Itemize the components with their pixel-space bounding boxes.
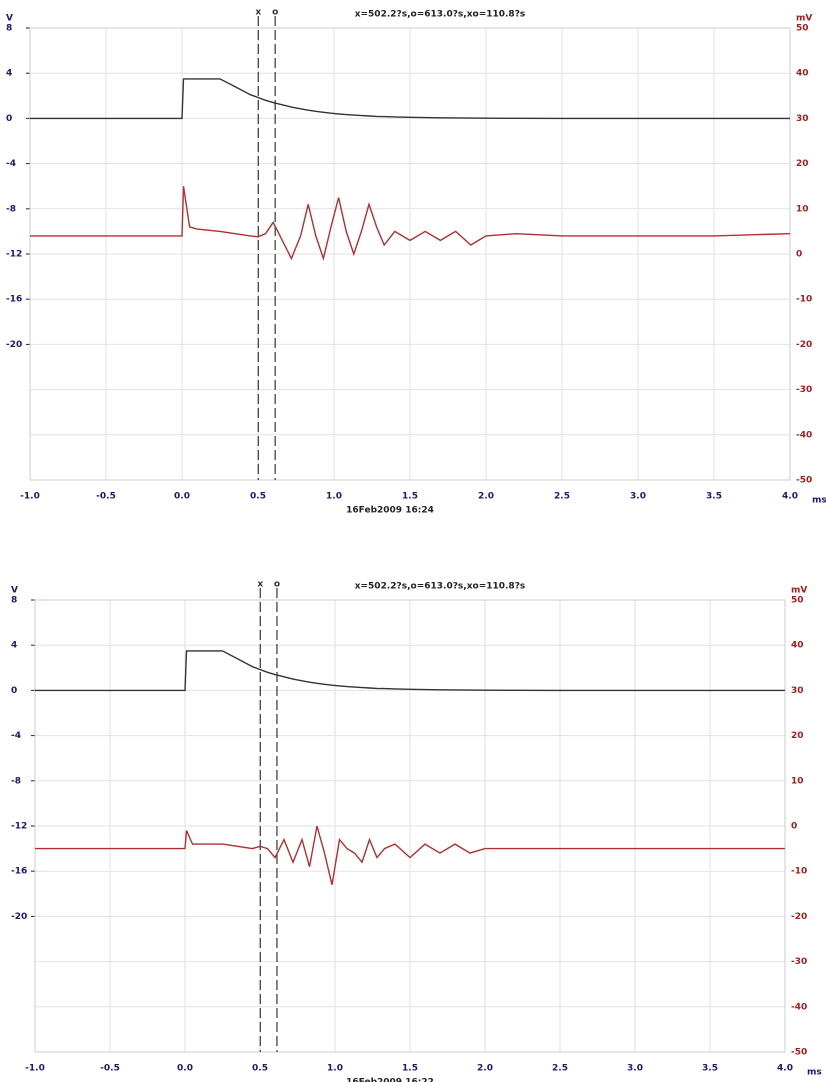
x-tick-label: 3.0 [627,1064,643,1074]
x-tick-label: 0.0 [177,1064,193,1074]
x-tick-label: 0.5 [252,1064,268,1074]
x-tick-label: -1.0 [25,1064,45,1074]
x-tick-label: 1.5 [402,1064,418,1074]
y2-tick-label: 50 [791,596,804,606]
x-tick-label: 1.0 [327,1064,343,1074]
y-tick-label: 4 [11,641,17,651]
cursor-label: o [272,8,278,18]
series-line [30,78,790,120]
y-axis-unit: V [6,14,13,24]
chart-title: x=502.2?s,o=613.0?s,xo=110.8?s [355,582,526,592]
y2-tick-label: -40 [791,1002,807,1012]
cursor-label: o [274,580,280,590]
chart-subtitle: 16Feb2009 16:24 [346,506,434,516]
y2-tick-label: 50 [796,24,809,34]
y-tick-label: 8 [6,24,12,34]
y2-tick-label: 20 [796,159,809,169]
series-line [30,186,791,262]
y2-axis-unit: mV [791,586,807,596]
y-tick-label: -20 [11,912,27,922]
x-tick-label: 4.0 [777,1064,793,1074]
plot-frame [29,27,791,481]
x-tick-label: 1.0 [326,492,342,502]
y2-tick-label: 0 [796,250,802,260]
x-tick-label: -1.0 [20,492,40,502]
y-tick-label: -12 [6,250,22,260]
y-tick-label: -4 [6,159,16,169]
x-tick-label: 2.5 [554,492,570,502]
y2-tick-label: -50 [796,476,812,486]
y2-tick-label: 30 [796,114,809,124]
y-tick-label: 0 [11,686,17,696]
x-axis-unit: ms [807,1068,822,1078]
x-tick-label: 3.0 [630,492,646,502]
y2-tick-label: 10 [791,776,804,786]
y-tick-label: -20 [6,340,22,350]
y-tick-label: -4 [11,731,21,741]
y-tick-label: -8 [6,204,16,214]
x-tick-label: 0.0 [174,492,190,502]
x-tick-label: 2.5 [552,1064,568,1074]
x-tick-label: 1.5 [402,492,418,502]
y2-tick-label: -10 [796,295,812,305]
y2-tick-label: -30 [791,957,807,967]
y2-tick-label: -30 [796,385,812,395]
x-tick-label: 4.0 [782,492,798,502]
y-tick-label: -8 [11,776,21,786]
x-tick-label: 2.0 [478,492,494,502]
y2-tick-label: 10 [796,204,809,214]
y-tick-label: -12 [11,822,27,832]
y2-tick-label: 40 [796,69,809,79]
y2-tick-label: -20 [791,912,807,922]
x-tick-label: 3.5 [702,1064,718,1074]
y2-tick-label: -50 [791,1048,807,1058]
plot-frame [34,599,786,1053]
y-tick-label: -16 [6,295,22,305]
y2-tick-label: 30 [791,686,804,696]
cursor-label: x [255,8,261,18]
y-tick-label: 8 [11,596,17,606]
series-line [35,825,785,885]
chart-subtitle: 16Feb2009 16:22 [346,1078,434,1082]
y-tick-label: 4 [6,69,12,79]
y2-tick-label: 20 [791,731,804,741]
x-tick-label: 2.0 [477,1064,493,1074]
x-tick-label: -0.5 [96,492,116,502]
chart-title: x=502.2?s,o=613.0?s,xo=110.8?s [355,10,526,20]
x-tick-label: -0.5 [100,1064,120,1074]
y2-tick-label: 0 [791,822,797,832]
y2-tick-label: -20 [796,340,812,350]
y2-tick-label: 40 [791,641,804,651]
y2-axis-unit: mV [796,14,812,24]
y2-tick-label: -10 [791,867,807,877]
cursor-label: x [257,580,263,590]
y-tick-label: 0 [6,114,12,124]
x-tick-label: 3.5 [706,492,722,502]
x-axis-unit: ms [812,496,826,506]
y-tick-label: -16 [11,867,27,877]
y-axis-unit: V [11,586,18,596]
y2-tick-label: -40 [796,430,812,440]
x-tick-label: 0.5 [250,492,266,502]
series-line [35,650,785,692]
